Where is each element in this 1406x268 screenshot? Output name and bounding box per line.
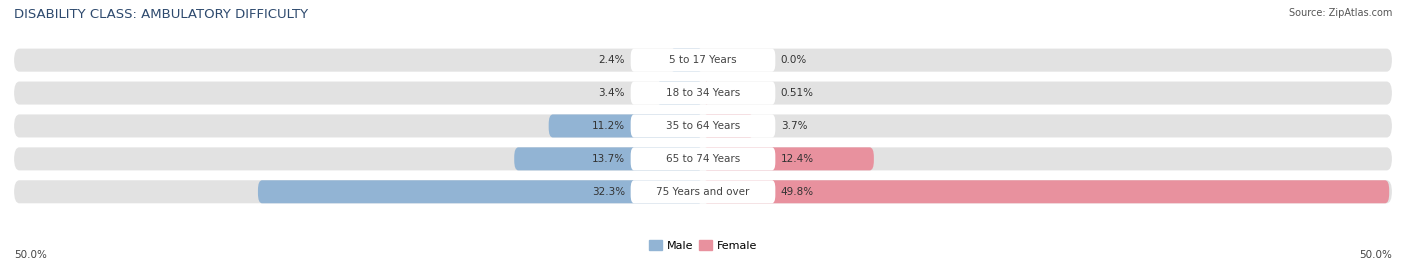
FancyBboxPatch shape bbox=[14, 180, 1392, 203]
Text: DISABILITY CLASS: AMBULATORY DIFFICULTY: DISABILITY CLASS: AMBULATORY DIFFICULTY bbox=[14, 8, 308, 21]
FancyBboxPatch shape bbox=[631, 180, 775, 203]
FancyBboxPatch shape bbox=[257, 180, 703, 203]
FancyBboxPatch shape bbox=[14, 147, 1392, 170]
Text: 13.7%: 13.7% bbox=[592, 154, 626, 164]
FancyBboxPatch shape bbox=[14, 49, 1392, 72]
Text: 0.0%: 0.0% bbox=[780, 55, 807, 65]
Text: 49.8%: 49.8% bbox=[780, 187, 814, 197]
Text: 0.51%: 0.51% bbox=[780, 88, 814, 98]
FancyBboxPatch shape bbox=[703, 180, 1389, 203]
Text: 2.4%: 2.4% bbox=[599, 55, 626, 65]
Text: 3.4%: 3.4% bbox=[599, 88, 626, 98]
Text: 11.2%: 11.2% bbox=[592, 121, 626, 131]
Text: 75 Years and over: 75 Years and over bbox=[657, 187, 749, 197]
Text: 12.4%: 12.4% bbox=[780, 154, 814, 164]
Text: 3.7%: 3.7% bbox=[780, 121, 807, 131]
FancyBboxPatch shape bbox=[631, 114, 775, 137]
FancyBboxPatch shape bbox=[515, 147, 703, 170]
FancyBboxPatch shape bbox=[14, 81, 1392, 105]
Text: Source: ZipAtlas.com: Source: ZipAtlas.com bbox=[1288, 8, 1392, 18]
FancyBboxPatch shape bbox=[703, 147, 875, 170]
Text: 18 to 34 Years: 18 to 34 Years bbox=[666, 88, 740, 98]
Text: 65 to 74 Years: 65 to 74 Years bbox=[666, 154, 740, 164]
FancyBboxPatch shape bbox=[631, 49, 775, 72]
FancyBboxPatch shape bbox=[657, 81, 703, 105]
FancyBboxPatch shape bbox=[631, 81, 775, 105]
FancyBboxPatch shape bbox=[548, 114, 703, 137]
Text: 35 to 64 Years: 35 to 64 Years bbox=[666, 121, 740, 131]
Legend: Male, Female: Male, Female bbox=[644, 236, 762, 255]
FancyBboxPatch shape bbox=[703, 114, 754, 137]
FancyBboxPatch shape bbox=[703, 81, 710, 105]
FancyBboxPatch shape bbox=[14, 114, 1392, 137]
Text: 32.3%: 32.3% bbox=[592, 187, 626, 197]
Text: 50.0%: 50.0% bbox=[1360, 250, 1392, 260]
Text: 5 to 17 Years: 5 to 17 Years bbox=[669, 55, 737, 65]
Text: 50.0%: 50.0% bbox=[14, 250, 46, 260]
FancyBboxPatch shape bbox=[669, 49, 703, 72]
FancyBboxPatch shape bbox=[631, 147, 775, 170]
